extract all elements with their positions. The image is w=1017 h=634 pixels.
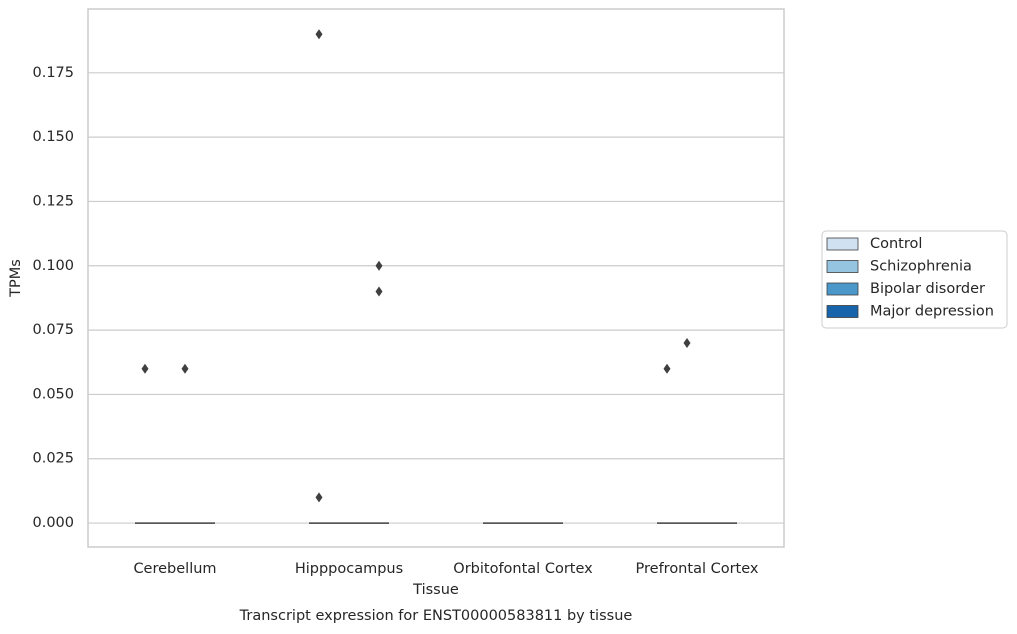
legend-label: Bipolar disorder [870,281,985,297]
y-tick-label: 0.175 [32,65,74,81]
plot-frame [87,8,785,548]
x-tick-label: Orbitofontal Cortex [453,561,593,577]
outlier [181,363,189,374]
outlier [663,363,671,374]
x-tick-label: Prefrontal Cortex [636,561,759,577]
y-tick-label: 0.150 [32,129,74,145]
chart-title: Transcript expression for ENST0000058381… [239,608,633,624]
legend-label: Major depression [870,304,994,320]
y-tick-label: 0.000 [32,515,74,531]
legend-label: Control [870,236,922,252]
outlier [141,363,149,374]
legend-swatch [826,305,859,318]
outlier [315,29,323,40]
outlier [375,286,383,297]
legend-frame [821,230,1008,329]
x-axis-label: Tissue [412,582,459,598]
y-tick-label: 0.100 [32,258,74,274]
y-tick-label: 0.050 [32,386,74,402]
outlier [375,260,383,271]
y-tick-label: 0.025 [32,451,74,467]
outlier [315,492,323,503]
y-tick-label: 0.075 [32,322,74,338]
y-tick-label: 0.125 [32,193,74,209]
legend-swatch [826,260,859,273]
x-tick-label: Hipppocampus [295,561,403,577]
legend-swatch [826,282,859,296]
legend-label: Schizophrenia [870,259,972,275]
x-tick-label: Cerebellum [133,561,216,577]
legend-swatch [826,237,859,251]
outlier [683,337,691,348]
y-axis-label: TPMs [8,259,24,298]
